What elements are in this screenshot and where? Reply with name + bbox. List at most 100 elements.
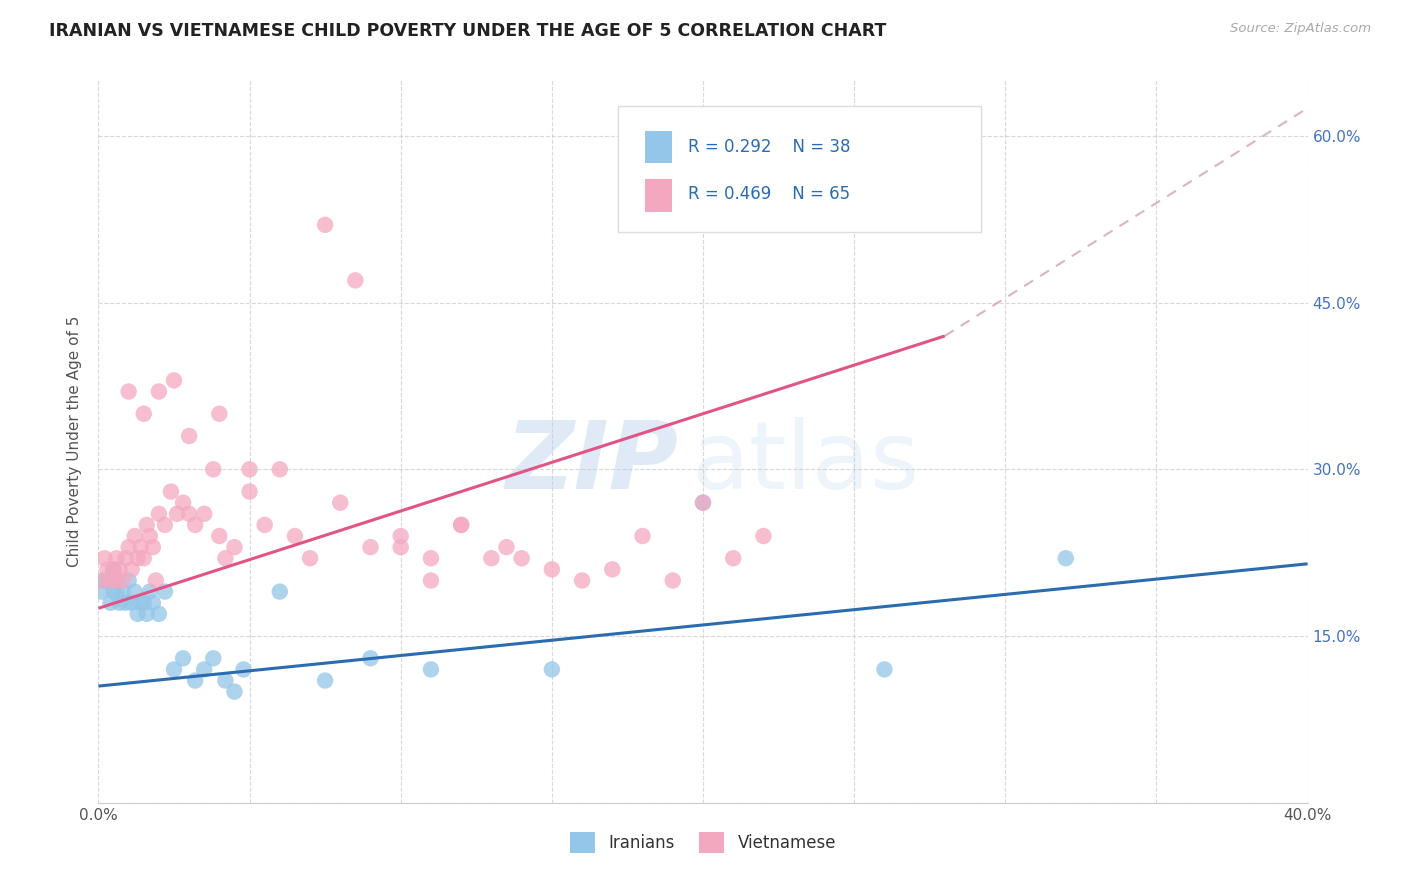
Point	[105, 551, 128, 566]
Point	[692, 496, 714, 510]
Point	[148, 507, 170, 521]
Point	[344, 273, 367, 287]
Point	[224, 684, 246, 698]
Point	[139, 529, 162, 543]
Point	[540, 662, 562, 676]
Point	[121, 596, 143, 610]
Point	[160, 484, 183, 499]
Point	[179, 507, 201, 521]
Point	[202, 462, 225, 476]
Point	[103, 562, 125, 576]
Text: ZIP: ZIP	[506, 417, 679, 509]
Point	[163, 662, 186, 676]
Point	[132, 551, 155, 566]
Point	[118, 384, 141, 399]
Point	[121, 562, 143, 576]
Point	[631, 529, 654, 543]
Point	[124, 529, 146, 543]
Point	[166, 507, 188, 521]
Point	[172, 651, 194, 665]
Point	[127, 551, 149, 566]
Point	[148, 384, 170, 399]
Point	[723, 551, 745, 566]
Point	[153, 517, 176, 532]
Point	[314, 218, 336, 232]
Point	[105, 574, 128, 588]
Point	[145, 574, 167, 588]
Point	[752, 529, 775, 543]
Point	[153, 584, 176, 599]
Text: R = 0.469    N = 65: R = 0.469 N = 65	[689, 185, 851, 203]
Point	[360, 651, 382, 665]
Point	[314, 673, 336, 688]
Point	[163, 373, 186, 387]
Point	[129, 540, 152, 554]
Y-axis label: Child Poverty Under the Age of 5: Child Poverty Under the Age of 5	[67, 316, 83, 567]
Point	[540, 562, 562, 576]
Point	[135, 517, 157, 532]
Point	[96, 562, 118, 576]
Point	[202, 651, 225, 665]
Point	[124, 584, 146, 599]
Point	[96, 574, 118, 588]
Point	[269, 584, 291, 599]
Point	[661, 574, 683, 588]
Point	[495, 540, 517, 554]
Point	[299, 551, 322, 566]
Point	[239, 484, 262, 499]
Point	[284, 529, 307, 543]
Point	[329, 496, 352, 510]
Point	[129, 596, 152, 610]
Point	[105, 574, 128, 588]
Point	[389, 540, 412, 554]
Legend: Iranians, Vietnamese: Iranians, Vietnamese	[562, 826, 844, 860]
Point	[100, 574, 122, 588]
Point	[179, 429, 201, 443]
Point	[93, 551, 115, 566]
Point	[692, 496, 714, 510]
Text: IRANIAN VS VIETNAMESE CHILD POVERTY UNDER THE AGE OF 5 CORRELATION CHART: IRANIAN VS VIETNAMESE CHILD POVERTY UNDE…	[49, 22, 887, 40]
Point	[172, 496, 194, 510]
Point	[118, 540, 141, 554]
Point	[239, 462, 262, 476]
Point	[103, 562, 125, 576]
Point	[450, 517, 472, 532]
Point	[111, 574, 134, 588]
Point	[214, 551, 236, 566]
Point	[224, 540, 246, 554]
Point	[100, 596, 122, 610]
Point	[132, 407, 155, 421]
Point	[450, 517, 472, 532]
Point	[214, 673, 236, 688]
Point	[1054, 551, 1077, 566]
Point	[253, 517, 276, 532]
Point	[148, 607, 170, 621]
Text: Source: ZipAtlas.com: Source: ZipAtlas.com	[1230, 22, 1371, 36]
Point	[269, 462, 291, 476]
Text: R = 0.292    N = 38: R = 0.292 N = 38	[689, 138, 851, 156]
Point	[571, 574, 593, 588]
Point	[481, 551, 503, 566]
Point	[360, 540, 382, 554]
FancyBboxPatch shape	[645, 179, 672, 211]
Point	[232, 662, 254, 676]
Text: atlas: atlas	[690, 417, 920, 509]
Point	[108, 596, 131, 610]
Point	[132, 596, 155, 610]
Point	[389, 529, 412, 543]
Point	[114, 596, 136, 610]
Point	[420, 551, 443, 566]
Point	[184, 673, 207, 688]
Point	[142, 540, 165, 554]
Point	[105, 584, 128, 599]
Point	[111, 584, 134, 599]
Point	[602, 562, 624, 576]
Point	[510, 551, 533, 566]
Point	[139, 584, 162, 599]
Point	[208, 407, 231, 421]
Point	[184, 517, 207, 532]
Point	[90, 574, 112, 588]
Point	[135, 607, 157, 621]
Point	[93, 574, 115, 588]
Point	[420, 574, 443, 588]
